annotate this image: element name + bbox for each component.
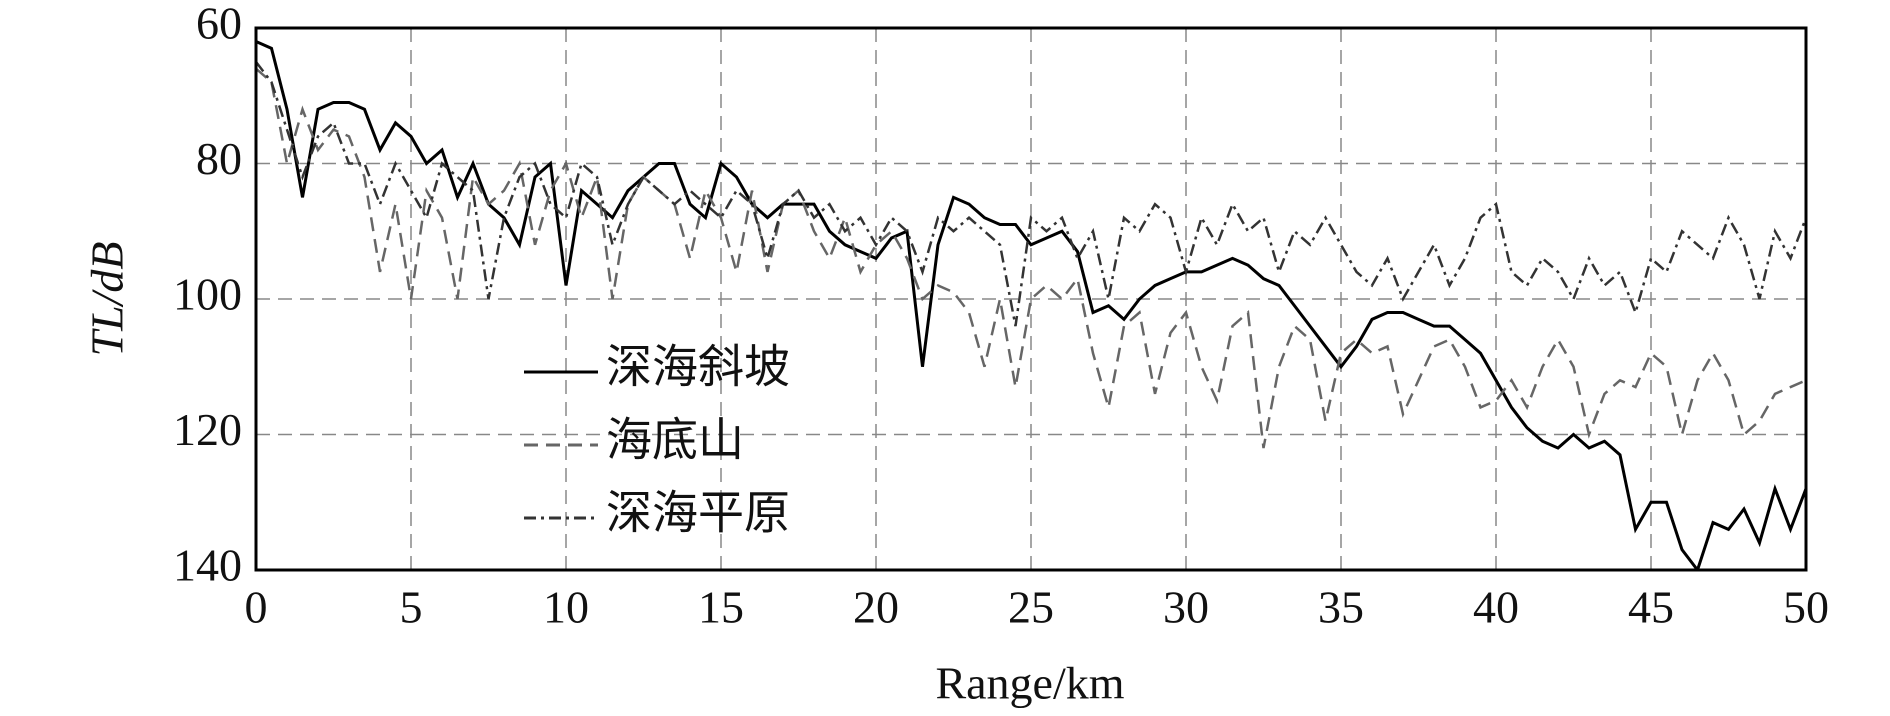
line-series: [256, 67, 1806, 449]
x-axis-label: Range/km: [935, 658, 1124, 709]
x-tick-label: 40: [1473, 582, 1519, 633]
y-tick-label: 120: [173, 404, 242, 455]
y-tick-label: 140: [173, 540, 242, 591]
legend-label: 深海平原: [606, 488, 790, 539]
y-tick-label: 100: [173, 269, 242, 320]
x-tick-label: 15: [698, 582, 744, 633]
plot-frame: [254, 26, 1808, 572]
y-tick-label: 60: [196, 0, 242, 49]
x-tick-label: 45: [1628, 582, 1674, 633]
y-axis-label: TL/dB: [82, 241, 133, 356]
line-series: [256, 61, 1806, 327]
x-tick-label: 25: [1008, 582, 1054, 633]
x-tick-label: 10: [543, 582, 589, 633]
y-tick-label: 80: [196, 133, 242, 184]
x-tick-label: 50: [1783, 582, 1829, 633]
line-series: [256, 40, 1806, 570]
legend-label: 深海斜坡: [606, 342, 790, 393]
x-tick-label: 35: [1318, 582, 1364, 633]
x-tick-label: 20: [853, 582, 899, 633]
legend-label: 海底山: [606, 415, 744, 466]
x-tick-label: 0: [245, 582, 268, 633]
x-tick-label: 30: [1163, 582, 1209, 633]
x-tick-label: 5: [400, 582, 423, 633]
